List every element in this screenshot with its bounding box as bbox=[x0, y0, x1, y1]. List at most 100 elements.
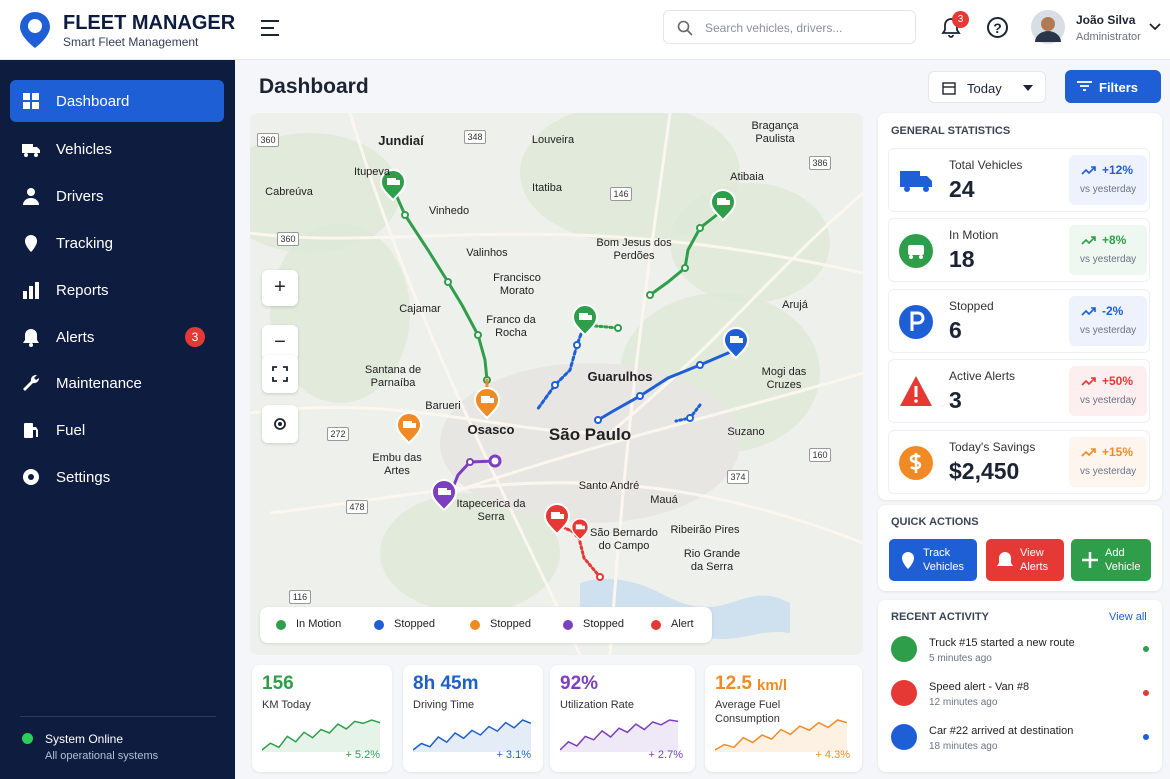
avatar-head bbox=[1041, 17, 1055, 31]
place-label: Mogi das Cruzes bbox=[761, 366, 807, 391]
vehicle-marker bbox=[571, 304, 599, 337]
section-title: QUICK ACTIONS bbox=[891, 516, 979, 528]
status-subtitle: All operational systems bbox=[45, 750, 159, 762]
icon-shape bbox=[900, 171, 920, 187]
place-label: Valinhos bbox=[466, 246, 508, 259]
nav-label: Dashboard bbox=[56, 93, 130, 110]
icon-shape bbox=[677, 20, 690, 33]
sparkline bbox=[560, 719, 678, 752]
quick-action-button[interactable]: View Alerts bbox=[986, 539, 1064, 581]
quick-action-button[interactable]: Track Vehicles bbox=[889, 539, 977, 581]
road bbox=[449, 371, 863, 495]
legend-label: Stopped bbox=[490, 618, 531, 630]
place-label: São Bernardo do Campo bbox=[590, 527, 658, 552]
vehicle-marker bbox=[722, 327, 750, 360]
nav-item[interactable]: Alerts 3 bbox=[10, 316, 224, 358]
nav-item[interactable]: Maintenance bbox=[10, 362, 224, 404]
marker-icon bbox=[560, 514, 564, 519]
icon-shape bbox=[1082, 552, 1098, 568]
view-all-link[interactable]: View all bbox=[1109, 611, 1147, 623]
stat-note: vs yesterday bbox=[1080, 466, 1137, 477]
kpi-card: 12.5 km/l Average Fuel Consumption + 4.3% bbox=[705, 665, 862, 772]
road bbox=[609, 191, 863, 435]
stat-note: vs yesterday bbox=[1080, 184, 1137, 195]
locate-button[interactable] bbox=[262, 405, 298, 443]
map-canvas bbox=[250, 113, 863, 655]
nav-item[interactable]: Fuel bbox=[10, 409, 224, 451]
activity-time: 18 minutes ago bbox=[929, 741, 998, 752]
stat-change: -2% bbox=[1102, 304, 1124, 318]
help-button[interactable]: ? bbox=[987, 17, 1008, 38]
nav-icon bbox=[25, 235, 37, 252]
icon-shape bbox=[919, 255, 923, 259]
green-area bbox=[270, 223, 410, 403]
place-label: Bom Jesus dos Perdões bbox=[596, 237, 672, 262]
kpi-value: 12.5 bbox=[715, 673, 752, 694]
stat-change-box: +50% vs yesterday bbox=[1069, 366, 1147, 416]
route-stop bbox=[636, 392, 644, 400]
date-filter[interactable]: Today bbox=[928, 71, 1046, 103]
route-end bbox=[488, 454, 502, 468]
stat-value: 24 bbox=[949, 176, 975, 202]
nav-item[interactable]: Dashboard bbox=[10, 80, 224, 122]
sparkline bbox=[413, 719, 531, 752]
stat-icon bbox=[900, 171, 932, 192]
icon-shape bbox=[1081, 236, 1096, 245]
icon-shape bbox=[24, 153, 28, 157]
route bbox=[391, 186, 489, 382]
zoom-button[interactable]: + bbox=[262, 270, 298, 306]
icon-shape bbox=[914, 386, 918, 397]
kpi-card: 92% Utilization Rate + 2.7% bbox=[550, 665, 695, 772]
activity-time: 12 minutes ago bbox=[929, 697, 998, 708]
stat-label: Stopped bbox=[949, 299, 994, 313]
map-legend: In Motion Stopped Stopped Stopped Alert bbox=[260, 607, 712, 643]
route bbox=[556, 523, 602, 579]
road-number: 146 bbox=[610, 187, 632, 201]
nav-label: Settings bbox=[56, 469, 111, 486]
stat-note: vs yesterday bbox=[1080, 254, 1137, 265]
trend-icon bbox=[1081, 236, 1096, 245]
nav-item[interactable]: Drivers bbox=[10, 175, 224, 217]
marker-icon bbox=[438, 488, 447, 495]
sparkline-area bbox=[413, 720, 531, 752]
place-label: Jundiaí bbox=[378, 132, 424, 148]
avatar bbox=[1031, 10, 1065, 44]
route-stop bbox=[573, 341, 581, 349]
road-number: 374 bbox=[727, 470, 749, 484]
filters-button[interactable]: Filters bbox=[1065, 70, 1161, 103]
activity-text: Truck #15 started a new route bbox=[929, 637, 1075, 649]
nav-item[interactable]: Tracking bbox=[10, 222, 224, 264]
nav-item[interactable]: Vehicles bbox=[10, 128, 224, 170]
stat-icon bbox=[899, 446, 933, 480]
nav-label: Fuel bbox=[56, 422, 86, 439]
nav-item[interactable]: Reports bbox=[10, 269, 224, 311]
place-label: São Paulo bbox=[548, 424, 632, 444]
icon-shape bbox=[27, 188, 35, 196]
icon-shape bbox=[1081, 166, 1096, 175]
search-box[interactable]: Search vehicles, drivers... bbox=[663, 10, 916, 44]
logo bbox=[20, 12, 50, 48]
legend-label: Stopped bbox=[583, 618, 624, 630]
place-label: Francisco Morato bbox=[493, 272, 541, 297]
road bbox=[250, 231, 863, 275]
menu-button[interactable] bbox=[261, 20, 279, 36]
nav-item[interactable]: Settings bbox=[10, 456, 224, 498]
trend-icon bbox=[1081, 307, 1096, 316]
user-role: Administrator bbox=[1076, 31, 1141, 43]
user-menu[interactable] bbox=[1149, 23, 1161, 31]
route-stop bbox=[646, 291, 654, 299]
icon-shape bbox=[23, 198, 39, 205]
road-number: 360 bbox=[277, 232, 299, 246]
nav-label: Vehicles bbox=[56, 141, 112, 158]
stat-change: +8% bbox=[1102, 233, 1127, 247]
activity-icon bbox=[891, 724, 917, 750]
fullscreen-button[interactable] bbox=[262, 355, 298, 393]
icon-shape bbox=[686, 29, 693, 36]
quick-action-button[interactable]: Add Vehicle bbox=[1071, 539, 1151, 581]
road-number: 272 bbox=[327, 427, 349, 441]
road-number: 360 bbox=[257, 133, 279, 147]
icon-shape bbox=[942, 82, 956, 95]
marker-icon bbox=[579, 313, 588, 320]
route-stop bbox=[466, 458, 474, 466]
legend-dot bbox=[470, 620, 480, 630]
